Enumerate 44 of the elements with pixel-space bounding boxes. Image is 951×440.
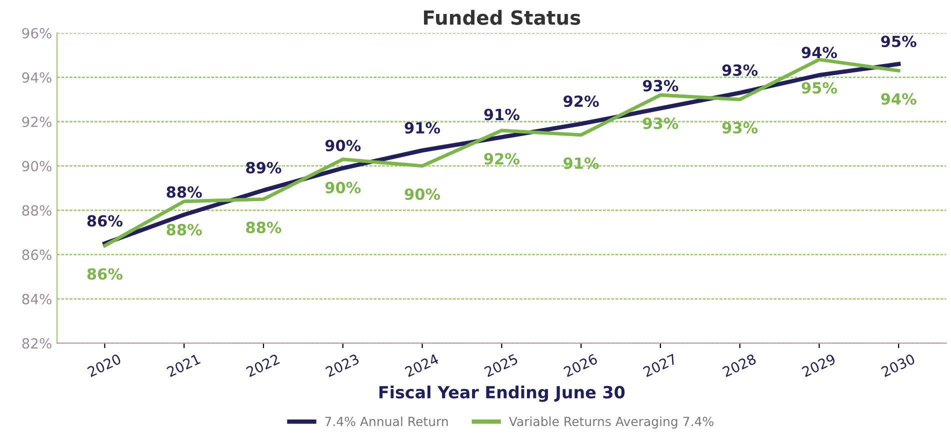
data-label: 88% (246, 222, 282, 234)
y-tick-label: 96% (22, 28, 52, 38)
x-tick-label: 2027 (642, 354, 678, 378)
x-tick-label: 2030 (880, 354, 916, 378)
data-label: 91% (484, 108, 520, 120)
legend-label: 7.4% Annual Return (325, 416, 448, 426)
data-label: 94% (802, 46, 838, 58)
y-tick-label: 92% (22, 116, 52, 128)
data-label: 88% (166, 186, 202, 198)
y-tick-label: 90% (22, 160, 52, 172)
chart-title: Funded Status (424, 10, 580, 25)
legend-label: Variable Returns Averaging 7.4% (508, 416, 714, 429)
y-tick-label: 88% (22, 205, 52, 216)
data-label: 91% (404, 122, 440, 134)
y-tick-label: 94% (22, 72, 52, 83)
data-label: 90% (325, 140, 361, 152)
data-label: 86% (87, 215, 122, 227)
y-tick-label: 82% (22, 338, 52, 349)
data-label: 93% (642, 80, 678, 92)
x-tick-label: 2022 (246, 354, 280, 378)
data-label: 95% (802, 82, 838, 94)
data-label: 92% (564, 95, 599, 107)
x-axis-title: Fiscal Year Ending June 30 (379, 386, 625, 402)
x-tick-label: 2028 (722, 354, 757, 378)
data-label: 89% (246, 162, 282, 174)
x-tick-label: 2025 (484, 354, 518, 378)
y-tick-label: 86% (22, 250, 52, 260)
data-label: 93% (722, 122, 758, 134)
x-tick-label: 2026 (563, 354, 598, 378)
data-label: 90% (325, 182, 361, 194)
data-label: 90% (404, 188, 440, 200)
data-label: 94% (881, 93, 916, 105)
data-label: 86% (87, 268, 122, 280)
data-label: 93% (722, 64, 758, 76)
x-tick-label: 2023 (325, 354, 360, 378)
data-label: 92% (484, 152, 520, 165)
x-tick-label: 2021 (166, 354, 201, 378)
y-tick-label: 84% (22, 294, 52, 304)
x-tick-label: 2029 (801, 354, 836, 378)
data-label: 88% (166, 224, 202, 236)
x-tick-label: 2024 (404, 353, 440, 378)
data-label: 93% (642, 118, 678, 130)
data-label: 95% (881, 36, 916, 48)
x-tick-label: 2020 (86, 354, 122, 378)
